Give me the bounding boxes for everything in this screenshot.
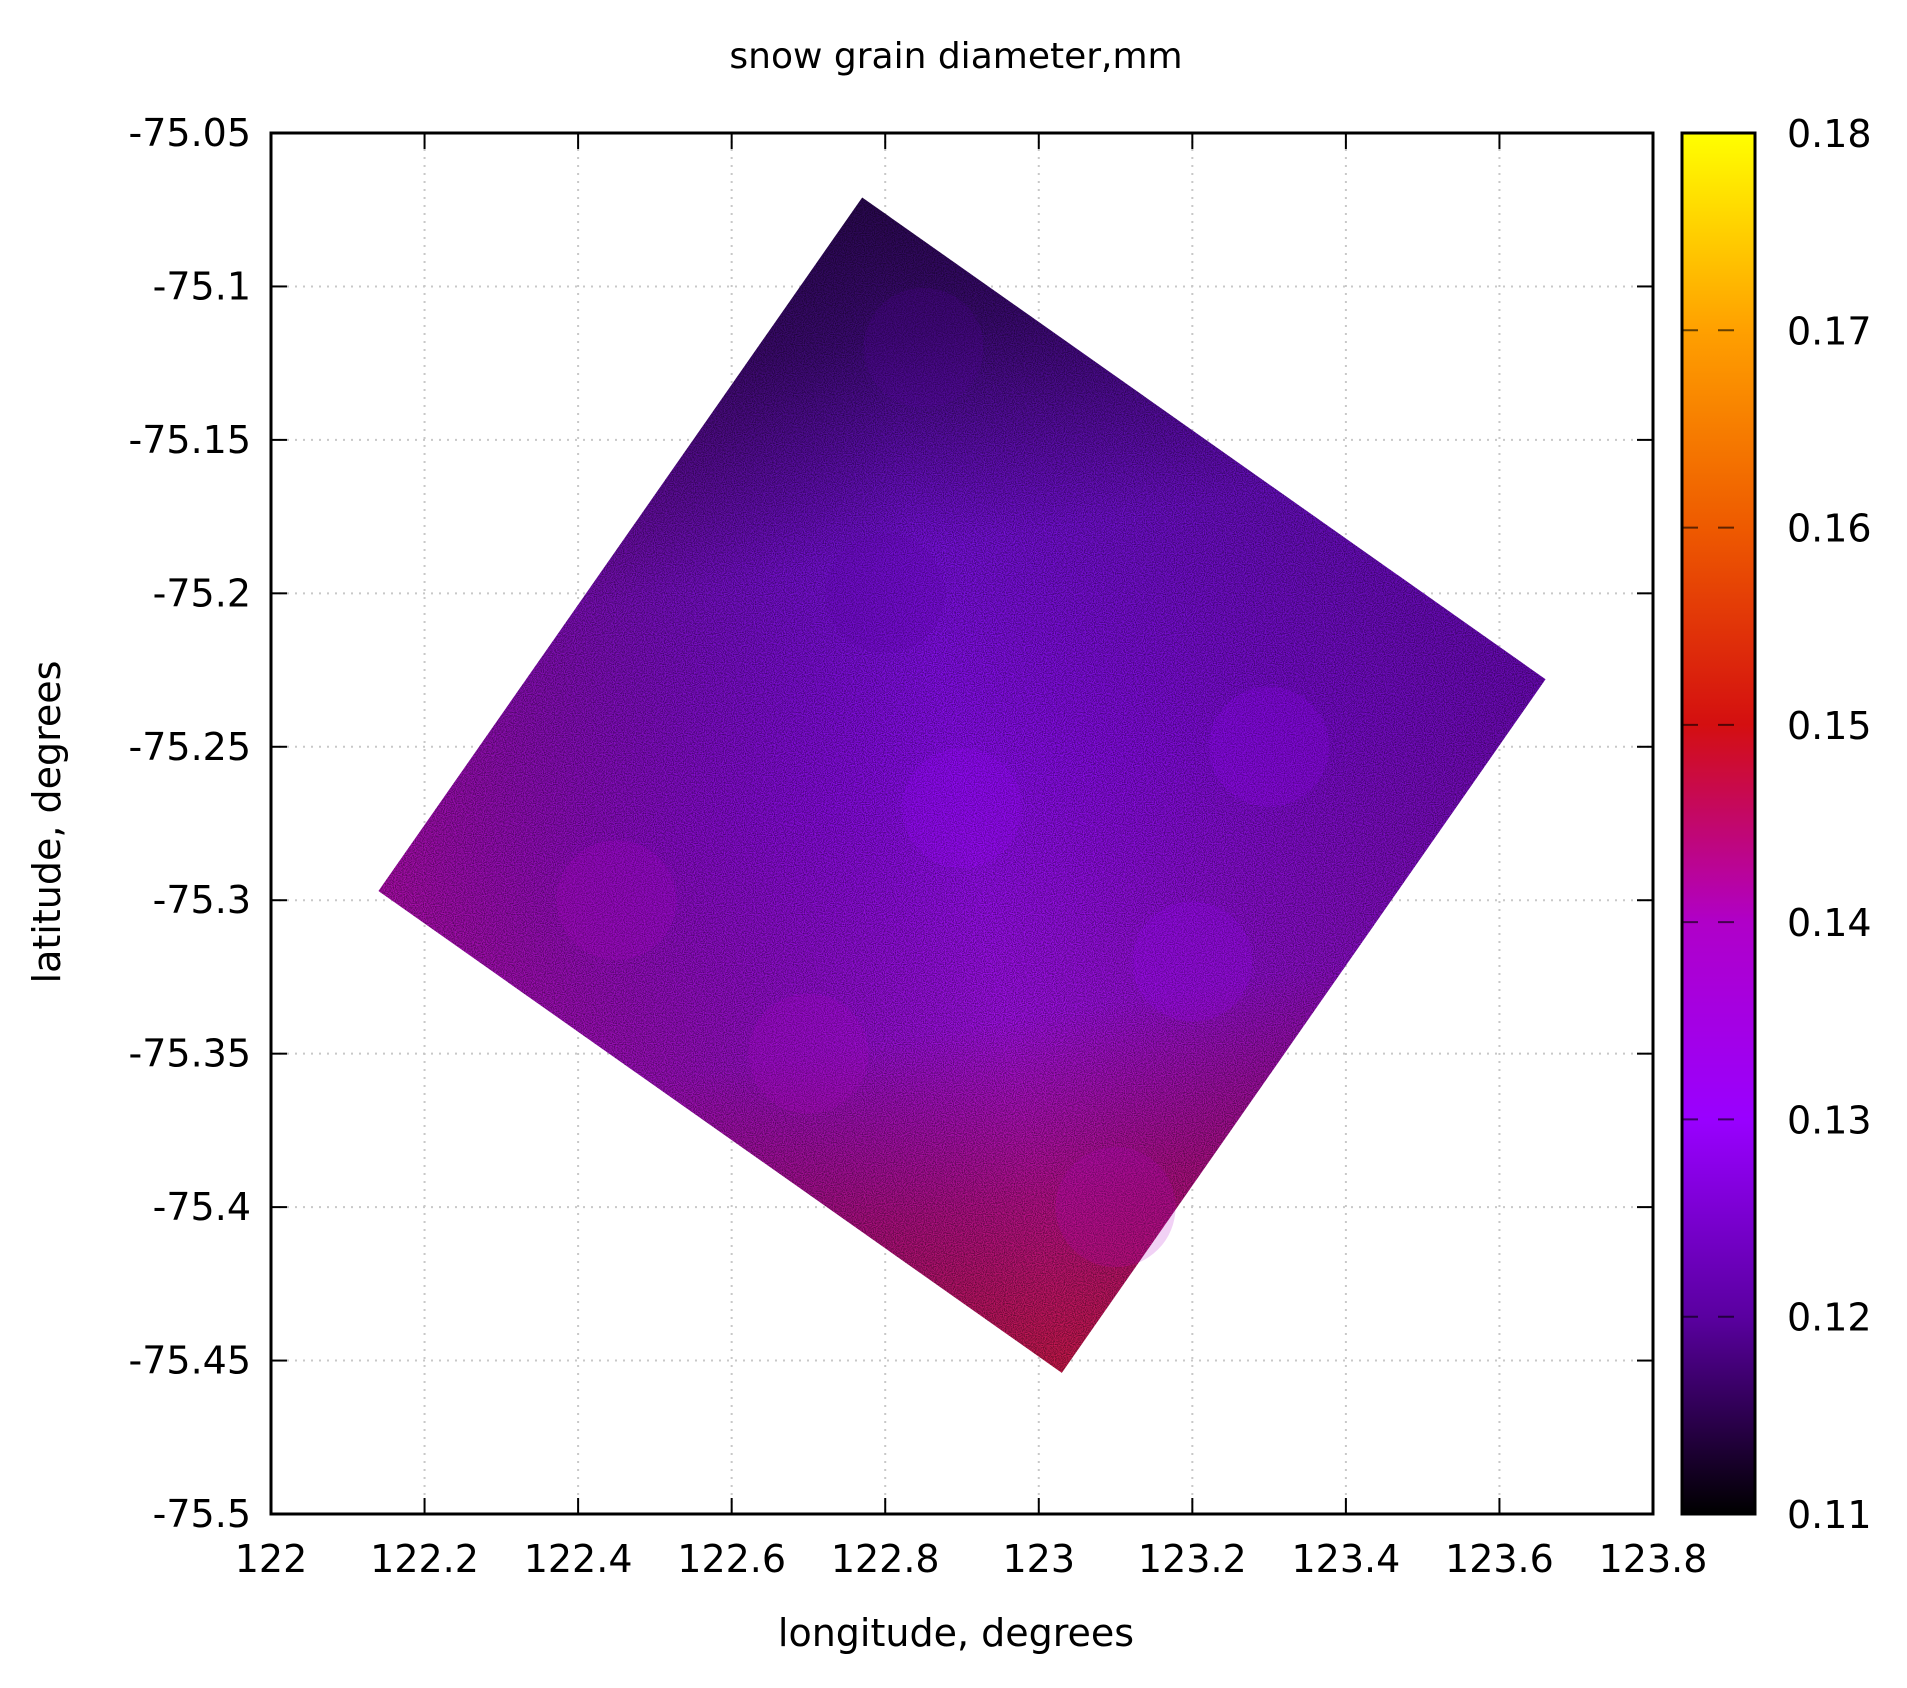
colorbar-tick-label: 0.11 xyxy=(1787,1493,1872,1537)
x-axis: 122 122.2 122.4 122.6 122.8 123 123.2 123.4 123.… xyxy=(235,133,1708,1581)
colorbar-tick-label: 0.17 xyxy=(1787,309,1872,353)
x-tick-label: 123.4 xyxy=(1291,1537,1400,1581)
y-tick-label: -75.5 xyxy=(153,1492,251,1536)
x-tick-label: 123 xyxy=(1003,1537,1076,1581)
x-tick-label: 122.4 xyxy=(524,1537,633,1581)
colorbar-tick-label: 0.13 xyxy=(1787,1098,1872,1142)
value-sample xyxy=(1132,901,1253,1022)
y-tick-label: -75.25 xyxy=(129,725,252,769)
x-axis-title: longitude, degrees xyxy=(778,1611,1134,1655)
plot-border xyxy=(269,131,1655,1516)
value-sample xyxy=(748,993,869,1114)
y-tick-label: -75.3 xyxy=(153,878,251,922)
value-sample xyxy=(825,533,946,654)
y-tick-label: -75.05 xyxy=(129,111,252,155)
colorbar-tick-label: 0.16 xyxy=(1787,507,1872,551)
y-tick-label: -75.4 xyxy=(153,1185,251,1229)
chart-title: snow grain diameter,mm xyxy=(729,36,1182,77)
colorbar-tick-label: 0.15 xyxy=(1787,704,1872,748)
y-tick-label: -75.35 xyxy=(129,1032,252,1076)
x-tick-label: 123.2 xyxy=(1138,1537,1247,1581)
x-tick-label: 123.6 xyxy=(1445,1537,1554,1581)
colorbar-tick-label: 0.12 xyxy=(1787,1296,1872,1340)
colorbar-strip xyxy=(1680,131,1757,1516)
data-swath xyxy=(378,197,1546,1373)
value-sample xyxy=(1055,1147,1176,1268)
colorbar-tick-label: 0.18 xyxy=(1787,112,1872,156)
colorbar: 0.11 0.12 0.13 0.14 0.15 0.16 0.17 0.18 xyxy=(1680,112,1872,1537)
x-tick-label: 122.8 xyxy=(831,1537,940,1581)
y-axis: -75.05 -75.1 -75.15 -75.2 -75.25 -75.3 -75.35 -… xyxy=(129,111,1653,1536)
x-tick-label: 122.2 xyxy=(370,1537,479,1581)
y-tick-label: -75.15 xyxy=(129,418,252,462)
x-tick-label: 122.6 xyxy=(677,1537,786,1581)
value-sample xyxy=(863,287,984,408)
y-tick-label: -75.45 xyxy=(129,1339,252,1383)
value-sample xyxy=(902,748,1022,869)
value-sample xyxy=(556,840,677,961)
plot-frame xyxy=(269,131,1655,1516)
x-tick-label: 123.8 xyxy=(1599,1537,1708,1581)
colorbar-tick-label: 0.14 xyxy=(1787,901,1872,945)
x-tick-label: 122 xyxy=(235,1537,308,1581)
swath-noise xyxy=(378,197,1546,1373)
y-tick-label: -75.1 xyxy=(153,264,251,308)
y-tick-label: -75.2 xyxy=(153,571,251,615)
value-sample xyxy=(1209,686,1330,807)
y-axis-title: latitude, degrees xyxy=(25,661,69,984)
